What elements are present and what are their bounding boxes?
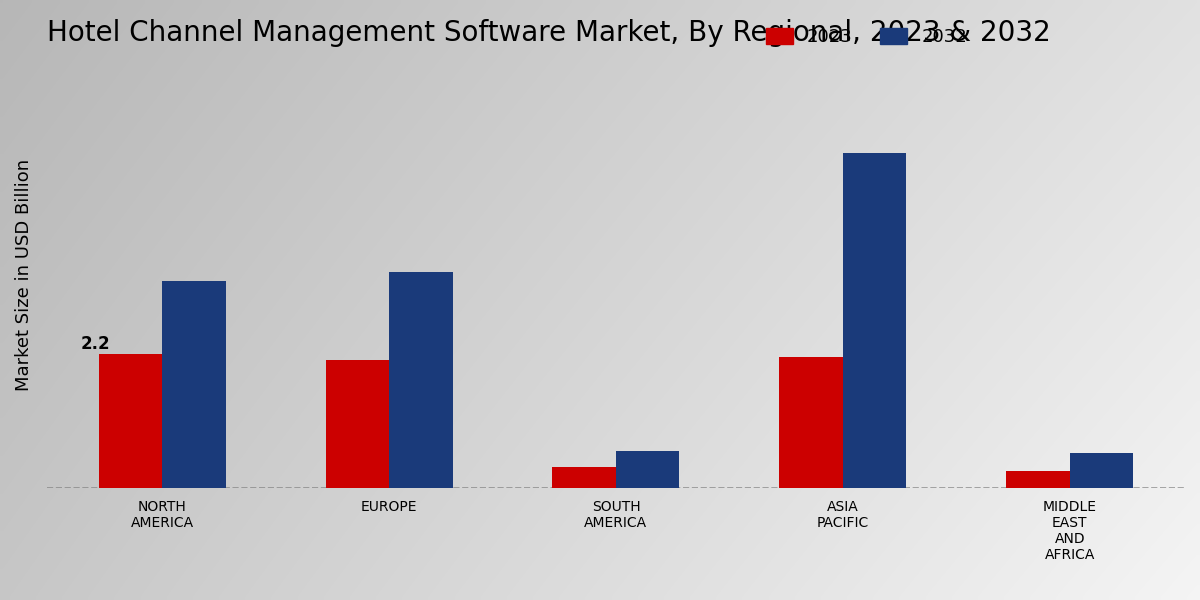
Bar — [779, 358, 842, 488]
Bar — [842, 153, 906, 488]
Bar — [1069, 453, 1133, 488]
Text: Hotel Channel Management Software Market, By Regional, 2023 & 2032: Hotel Channel Management Software Market… — [47, 19, 1051, 47]
Text: 2.2: 2.2 — [80, 335, 110, 353]
Bar — [552, 467, 616, 488]
Bar — [98, 354, 162, 488]
Bar — [1007, 472, 1069, 488]
Bar — [389, 272, 452, 488]
Bar — [325, 361, 389, 488]
Bar — [616, 451, 679, 488]
Y-axis label: Market Size in USD Billion: Market Size in USD Billion — [14, 159, 34, 391]
Legend: 2023, 2032: 2023, 2032 — [756, 19, 976, 56]
Bar — [162, 281, 226, 488]
